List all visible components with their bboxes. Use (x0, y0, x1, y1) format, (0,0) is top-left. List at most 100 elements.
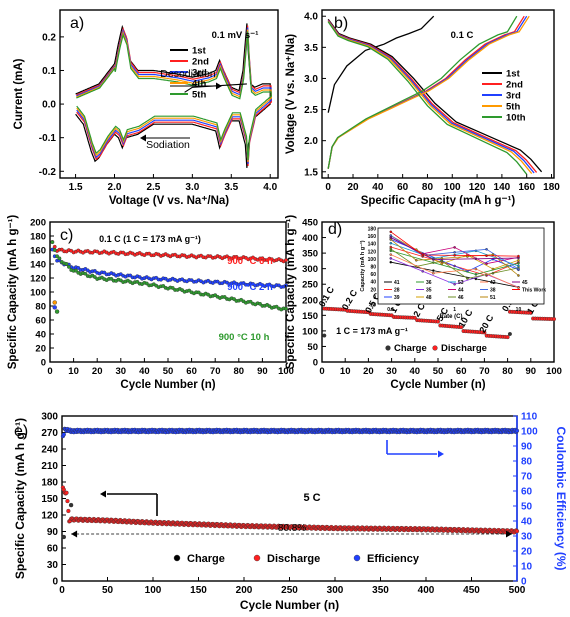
x-tick-label: 30 (386, 366, 397, 377)
inset-point (517, 254, 520, 258)
inset-point (389, 241, 393, 245)
inset-point (389, 260, 393, 264)
data-point (76, 265, 81, 270)
data-point (322, 333, 327, 338)
inset-point (389, 236, 393, 239)
inset-point (432, 269, 435, 272)
x-tick-label: 70 (210, 366, 221, 377)
y-tick-label: 40 (35, 330, 46, 341)
x-tick-label: 50 (102, 585, 114, 596)
y-axis-title: Current (mA) (13, 58, 25, 129)
y-tick-label: 210 (41, 461, 58, 472)
inset-point (517, 286, 520, 289)
legend-label: Charge (394, 343, 427, 354)
inset-x-tick: 0.1 (387, 307, 394, 313)
x-tick-label: 180 (543, 182, 560, 193)
inset-y-tick: 80 (370, 265, 376, 271)
x-tick-label: 90 (526, 366, 537, 377)
data-point (50, 240, 55, 245)
legend-label: Discharge (267, 553, 320, 565)
y-axis-title: Specific Capacity (mA h g⁻¹) (285, 215, 297, 370)
x-tick-label: 80 (502, 366, 513, 377)
data-point (54, 309, 60, 314)
y-tick-label: 270 (41, 428, 58, 439)
inset-y-tick: 20 (370, 287, 376, 293)
inset-series-line (390, 237, 519, 260)
inset-point (474, 257, 478, 261)
x-tick-label: 60 (456, 366, 467, 377)
y-axis-title: Specific Capacity (mA h g⁻¹) (13, 418, 27, 579)
inset-point (466, 277, 469, 280)
inset-y-tick: 120 (368, 249, 377, 255)
data-point (482, 330, 487, 335)
panel-b: 0 20 40 60 80 100 120 140 160 180 1.5 2.0 2.5 3.0 3.5 4… (285, 9, 560, 207)
x-axis-title: Cycle Number (n) (390, 379, 485, 391)
y-tick-label: 1.5 (304, 167, 318, 178)
x-axis-title: Voltage (V vs. Na⁺/Na) (109, 195, 229, 207)
x-axis-title: Cycle Number (n) (120, 379, 215, 391)
x-tick-label: 100 (278, 366, 294, 377)
y2-tick-label: 70 (521, 472, 533, 483)
inset-series-line (390, 261, 519, 288)
data-point (505, 335, 510, 340)
x-tick-label: 400 (418, 585, 435, 596)
y-tick-label: 200 (30, 218, 46, 229)
discharge-curve (327, 18, 543, 173)
y-tick-label: 0 (41, 358, 46, 369)
data-point (66, 264, 71, 269)
y2-tick-label: 40 (521, 517, 533, 528)
y-tick-label: 300 (302, 264, 318, 275)
y-tick-label: -0.1 (39, 133, 57, 144)
x-tick-label: 80 (234, 366, 245, 377)
panel-letter: a) (70, 15, 84, 32)
arrow-head (216, 82, 222, 90)
legend-label: 1st (192, 46, 207, 57)
y-tick-label: 100 (302, 326, 318, 337)
inset-y-tick: 40 (370, 280, 376, 286)
discharge-point (66, 508, 71, 514)
x-tick-label: 50 (163, 366, 174, 377)
y-tick-label: 180 (41, 478, 58, 489)
y2-tick-label: 110 (521, 412, 538, 423)
y-tick-label: 2.0 (304, 136, 318, 147)
x-tick-label: 250 (281, 585, 298, 596)
data-point (284, 283, 288, 288)
legend-label: Charge (187, 553, 225, 565)
panel-e: 0 50 100 150 200 250 300 350 400 450 5000306090120… (13, 412, 568, 613)
y-tick-label: 100 (30, 288, 46, 299)
inset-point (491, 267, 495, 271)
x-tick-label: 140 (494, 182, 511, 193)
y-tick-label: 350 (302, 249, 318, 260)
y2-tick-label: 30 (521, 532, 533, 543)
inset-y-tick: 60 (370, 272, 376, 278)
sodiation-label: Sodiation (146, 139, 190, 151)
data-point (83, 271, 88, 276)
data-point (552, 317, 557, 322)
x-tick-label: 100 (444, 182, 461, 193)
x-tick-label: 100 (145, 585, 162, 596)
data-point (52, 300, 57, 305)
discharge-point (514, 529, 520, 534)
inset-point (517, 274, 520, 277)
y-tick-label: 300 (41, 412, 58, 423)
y-tick-label: 50 (307, 342, 318, 353)
inset-point (453, 254, 456, 257)
x-tick-label: 160 (518, 182, 535, 193)
inset-point (389, 257, 393, 260)
y2-axis-title: Coulombic Efficiency (%) (554, 426, 568, 570)
x-tick-label: 70 (479, 366, 490, 377)
legend-label: 5th (506, 102, 520, 113)
arrow-head (506, 530, 512, 538)
inset-y-tick: 100 (368, 257, 377, 263)
inset-legend-label: 39 (394, 295, 400, 301)
data-point (412, 315, 417, 320)
y-tick-label: 60 (47, 544, 59, 555)
legend-marker (432, 345, 438, 351)
y-tick-label: 60 (35, 316, 46, 327)
efficiency-point (61, 432, 66, 437)
y-axis-title: Specific Capacity (mA h g⁻¹) (7, 215, 19, 370)
legend-marker (353, 554, 361, 562)
y-tick-label: 180 (30, 232, 46, 243)
x-tick-label: 1.5 (69, 182, 83, 193)
